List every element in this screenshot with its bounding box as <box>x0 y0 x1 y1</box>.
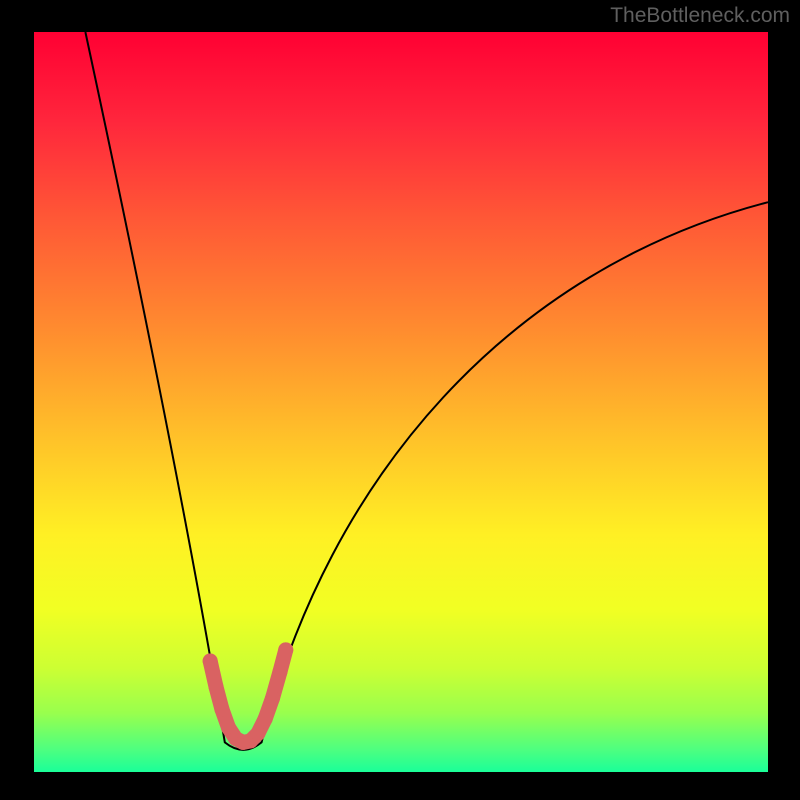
gradient-background <box>34 32 768 772</box>
chart-container: TheBottleneck.com <box>0 0 800 800</box>
chart-svg <box>0 0 800 800</box>
watermark-text: TheBottleneck.com <box>610 4 790 28</box>
